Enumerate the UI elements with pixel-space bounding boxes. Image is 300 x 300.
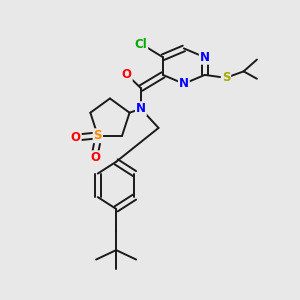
Text: O: O [90,151,100,164]
Text: O: O [71,131,81,144]
Text: S: S [94,129,102,142]
Text: S: S [222,71,230,84]
Text: N: N [179,77,189,90]
Text: N: N [200,51,210,64]
Text: N: N [136,102,146,115]
Text: Cl: Cl [134,38,147,50]
Text: O: O [122,68,132,81]
